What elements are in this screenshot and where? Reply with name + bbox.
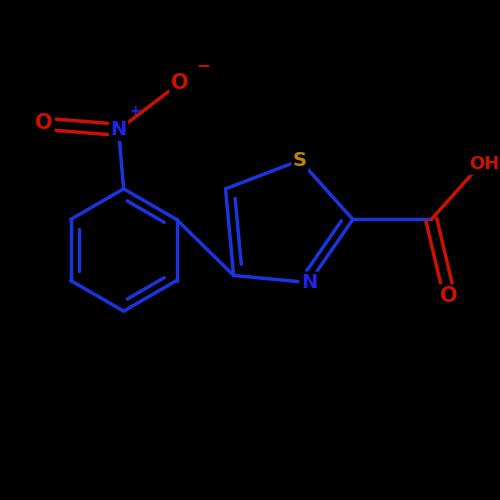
Text: O: O — [440, 286, 458, 306]
Text: +: + — [129, 104, 140, 118]
Text: O: O — [171, 73, 188, 93]
Text: N: N — [110, 120, 126, 140]
Text: −: − — [196, 56, 210, 74]
Text: S: S — [293, 151, 307, 170]
Text: O: O — [36, 112, 53, 132]
Text: OH: OH — [469, 156, 500, 174]
Text: N: N — [301, 273, 317, 292]
